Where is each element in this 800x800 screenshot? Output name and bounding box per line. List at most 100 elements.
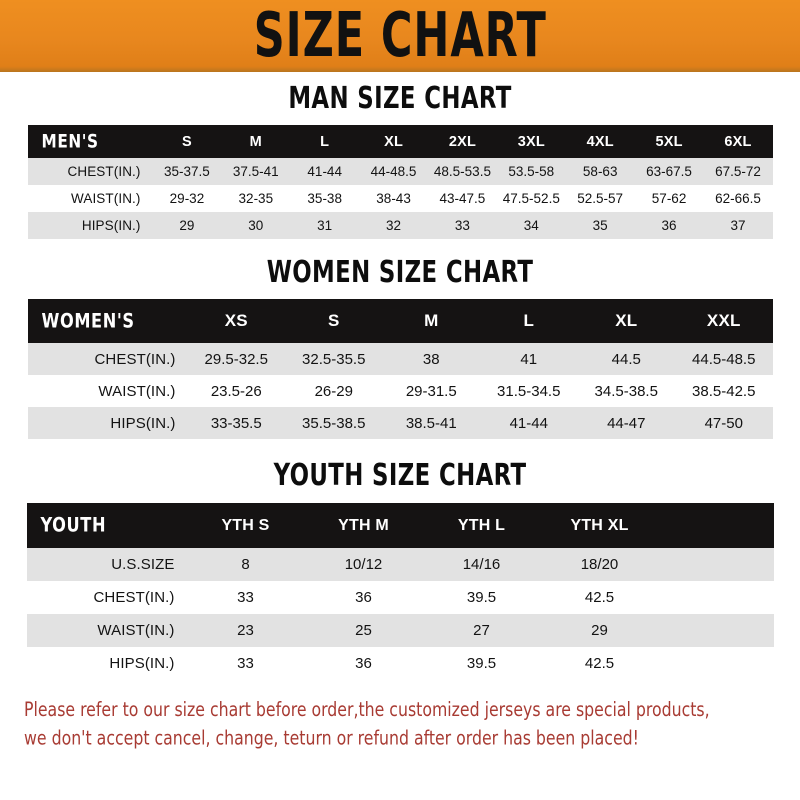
youth-cell-3-2: 39.5	[466, 655, 497, 672]
man-cell-2-7: 36	[661, 218, 677, 233]
women-size-col-5: XXL	[706, 311, 741, 330]
women-header-label: WOMEN'S	[41, 309, 135, 333]
man-cell-1-3: 38-43	[376, 191, 411, 206]
youth-cell-1-2: 39.5	[466, 589, 497, 606]
youth-size-col-3: YTH XL	[570, 516, 629, 534]
man-cell-0-4: 48.5-53.5	[433, 164, 491, 179]
women-cell-0-1: 32.5-35.5	[302, 350, 366, 368]
youth-size-col-2: YTH L	[457, 516, 506, 534]
youth-header-label: YOUTH	[40, 514, 107, 537]
women-size-col-0: XS	[224, 311, 248, 330]
youth-cell-3-1: 36	[355, 655, 372, 672]
youth-cell-3-spacer	[659, 647, 774, 680]
women-size-col-3: L	[523, 311, 535, 330]
man-size-col-3: XL	[384, 133, 404, 150]
header-banner: SIZE CHART	[0, 0, 800, 72]
table-row: CHEST(IN.) 35-37.5 37.5-41 41-44 44-48.5…	[27, 158, 773, 185]
man-cell-0-1: 37.5-41	[232, 164, 279, 179]
table-row: CHEST(IN.) 29.5-32.5 32.5-35.5 38 41 44.…	[27, 343, 773, 375]
disclaimer-line-1: Please refer to our size chart before or…	[24, 699, 710, 722]
man-size-col-1: M	[249, 133, 262, 150]
man-cell-1-0: 29-32	[169, 191, 205, 206]
youth-table-body: U.S.SIZE 8 10/12 14/16 18/20 CHEST(IN.) …	[26, 548, 774, 680]
man-cell-2-0: 29	[179, 218, 195, 233]
man-cell-1-7: 57-62	[651, 191, 687, 206]
man-size-col-8: 6XL	[724, 133, 752, 150]
youth-row-1-label: CHEST(IN.)	[93, 589, 175, 606]
youth-cell-1-1: 36	[355, 589, 372, 606]
women-cell-2-1: 35.5-38.5	[302, 414, 366, 432]
women-cell-2-2: 38.5-41	[405, 414, 457, 432]
man-section-title: MAN SIZE CHART	[288, 81, 512, 116]
youth-cell-0-3: 18/20	[580, 556, 619, 573]
youth-row-0-label: U.S.SIZE	[111, 556, 175, 573]
youth-table-wrapper: YOUTH YTH S YTH M YTH L YTH XL U.S.SIZE …	[0, 503, 800, 680]
women-cell-1-5: 38.5-42.5	[692, 382, 756, 400]
man-cell-2-8: 37	[730, 218, 746, 233]
youth-cell-1-0: 33	[237, 589, 254, 606]
table-row: HIPS(IN.) 33 36 39.5 42.5	[26, 647, 774, 680]
youth-cell-2-spacer	[659, 614, 774, 647]
man-row-1-label: WAIST(IN.)	[71, 191, 141, 206]
women-size-table: WOMEN'S XS S M L XL XXL CHEST(IN.) 29.5-…	[27, 299, 773, 439]
youth-cell-2-2: 27	[473, 622, 490, 639]
women-size-col-4: XL	[615, 311, 638, 330]
youth-row-2-label: WAIST(IN.)	[97, 622, 175, 639]
man-size-col-0: S	[182, 133, 192, 150]
man-cell-0-0: 35-37.5	[164, 164, 210, 179]
man-cell-1-4: 43-47.5	[439, 191, 486, 206]
youth-cell-0-1: 10/12	[344, 556, 383, 573]
table-row: WAIST(IN.) 29-32 32-35 35-38 38-43 43-47…	[27, 185, 773, 212]
table-row: U.S.SIZE 8 10/12 14/16 18/20	[26, 548, 774, 581]
page-title: SIZE CHART	[253, 0, 547, 72]
youth-cell-0-spacer	[659, 548, 774, 581]
youth-cell-2-3: 29	[591, 622, 608, 639]
youth-section-title: YOUTH SIZE CHART	[273, 458, 527, 493]
youth-cell-3-3: 42.5	[584, 655, 615, 672]
women-cell-0-5: 44.5-48.5	[692, 350, 756, 368]
youth-size-col-1: YTH M	[338, 516, 389, 534]
women-cell-2-4: 44-47	[607, 414, 646, 432]
women-cell-0-0: 29.5-32.5	[204, 350, 268, 368]
table-row: WAIST(IN.) 23.5-26 26-29 29-31.5 31.5-34…	[27, 375, 773, 407]
disclaimer-line-2: we don't accept cancel, change, teturn o…	[24, 727, 639, 750]
women-cell-0-4: 44.5	[611, 350, 641, 368]
women-cell-1-2: 29-31.5	[405, 382, 457, 400]
man-cell-1-2: 35-38	[307, 191, 342, 206]
man-cell-1-1: 32-35	[238, 191, 274, 206]
man-size-col-2: L	[320, 133, 330, 150]
man-header-label: MEN'S	[41, 130, 99, 153]
man-cell-2-1: 30	[248, 218, 264, 233]
man-size-col-6: 4XL	[586, 133, 614, 150]
women-size-col-2: M	[424, 311, 439, 330]
man-size-col-7: 5XL	[655, 133, 683, 150]
youth-cell-0-2: 14/16	[462, 556, 501, 573]
man-size-table: MEN'S S M L XL 2XL 3XL 4XL 5XL 6XL CHEST…	[27, 125, 773, 239]
women-cell-0-2: 38	[422, 350, 440, 368]
man-cell-0-3: 44-48.5	[370, 164, 417, 179]
youth-table-head: YOUTH YTH S YTH M YTH L YTH XL	[26, 503, 774, 548]
table-row: HIPS(IN.) 33-35.5 35.5-38.5 38.5-41 41-4…	[27, 407, 773, 439]
man-cell-1-6: 52.5-57	[577, 191, 624, 206]
women-cell-0-3: 41	[520, 350, 538, 368]
man-cell-0-2: 41-44	[307, 164, 342, 179]
man-cell-2-4: 33	[454, 218, 470, 233]
women-cell-1-4: 34.5-38.5	[594, 382, 658, 400]
women-cell-1-3: 31.5-34.5	[497, 382, 561, 400]
man-cell-0-6: 58-63	[582, 164, 618, 179]
women-table-head: WOMEN'S XS S M L XL XXL	[27, 299, 773, 343]
table-row: CHEST(IN.) 33 36 39.5 42.5	[26, 581, 774, 614]
man-cell-1-8: 62-66.5	[715, 191, 761, 206]
youth-cell-2-0: 23	[237, 622, 254, 639]
youth-size-table: YOUTH YTH S YTH M YTH L YTH XL U.S.SIZE …	[26, 503, 774, 680]
women-cell-2-3: 41-44	[509, 414, 548, 432]
man-cell-0-5: 53.5-58	[508, 164, 555, 179]
youth-header-row: YOUTH YTH S YTH M YTH L YTH XL	[26, 503, 774, 548]
man-cell-0-8: 67.5-72	[715, 164, 761, 179]
youth-size-col-0: YTH S	[221, 516, 270, 534]
table-row: HIPS(IN.) 29 30 31 32 33 34 35 36 37	[27, 212, 773, 239]
man-size-col-5: 3XL	[517, 133, 545, 150]
man-cell-2-2: 31	[317, 218, 333, 233]
women-cell-1-0: 23.5-26	[210, 382, 262, 400]
